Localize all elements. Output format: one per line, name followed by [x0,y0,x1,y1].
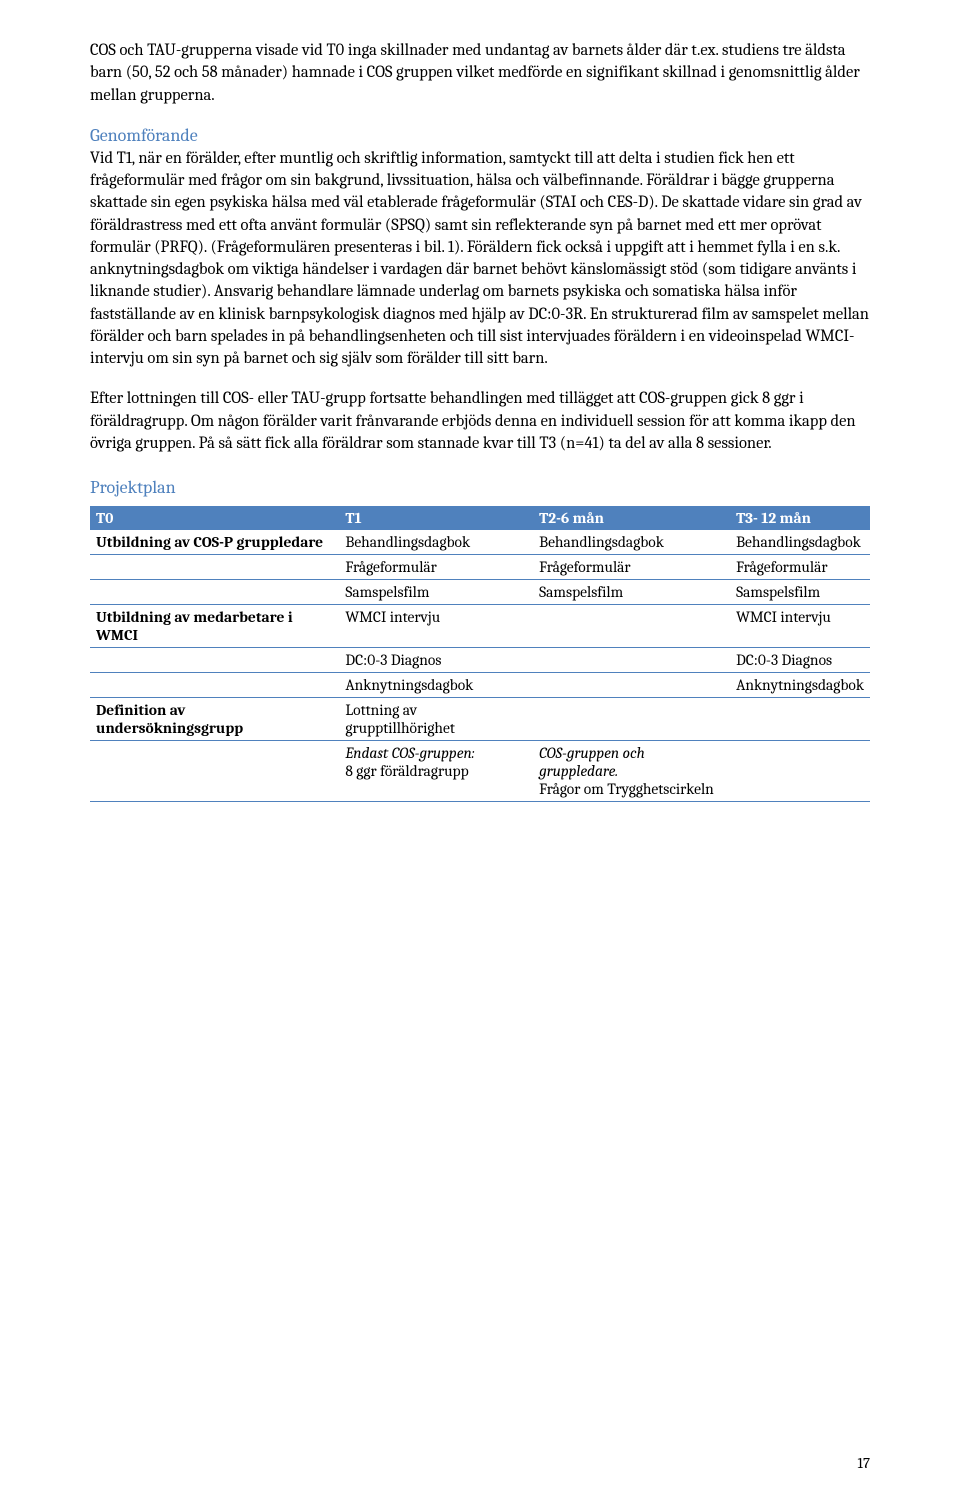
table-cell: Samspelsfilm [339,580,533,605]
table-cell: Samspelsfilm [730,580,870,605]
table-cell: Frågeformulär [730,555,870,580]
table-cell [90,673,339,698]
table-cell: DC:0-3 Diagnos [339,648,533,673]
table-cell: Lottning av grupptillhörighet [339,698,533,741]
table-body: Utbildning av COS-P gruppledare Behandli… [90,530,870,802]
table-row: Anknytningsdagbok Anknytningsdagbok [90,673,870,698]
table-cell: Anknytningsdagbok [730,673,870,698]
table-cell: Utbildning av COS-P gruppledare [90,530,339,555]
table-header-row: T0 T1 T2-6 mån T3- 12 mån [90,506,870,530]
heading-genomforande: Genomförande [90,125,870,146]
table-row: Utbildning av COS-P gruppledare Behandli… [90,530,870,555]
table-cell [90,648,339,673]
table-cell: COS-gruppen och gruppledare. Frågor om T… [533,741,730,802]
cell-italic-text: COS-gruppen och gruppledare. [539,744,645,780]
table-row: Utbildning av medarbetare i WMCI WMCI in… [90,605,870,648]
table-row: Frågeformulär Frågeformulär Frågeformulä… [90,555,870,580]
table-cell [90,741,339,802]
table-cell [533,648,730,673]
table-cell: Samspelsfilm [533,580,730,605]
document-page: COS och TAU-grupperna visade vid T0 inga… [0,0,960,1497]
table-cell: Behandlingsdagbok [533,530,730,555]
table-cell [90,580,339,605]
table-cell [533,605,730,648]
table-cell [533,698,730,741]
cell-text: Frågor om Trygghetscirkeln [539,780,714,798]
cell-text: 8 ggr föräldragrupp [345,762,468,780]
table-cell: Anknytningsdagbok [339,673,533,698]
table-cell: Frågeformulär [533,555,730,580]
page-number: 17 [858,1454,870,1472]
cell-italic-text: Endast COS-gruppen: [345,744,474,762]
table-row: Endast COS-gruppen: 8 ggr föräldragrupp … [90,741,870,802]
genomforande-para-2: Efter lottningen till COS- eller TAU-gru… [90,388,870,455]
table-cell: Behandlingsdagbok [339,530,533,555]
table-row: Definition av undersökningsgrupp Lottnin… [90,698,870,741]
table-cell: Endast COS-gruppen: 8 ggr föräldragrupp [339,741,533,802]
intro-paragraph: COS och TAU-grupperna visade vid T0 inga… [90,40,870,107]
table-cell: DC:0-3 Diagnos [730,648,870,673]
table-cell: WMCI intervju [730,605,870,648]
table-header-cell: T2-6 mån [533,506,730,530]
table-cell: Frågeformulär [339,555,533,580]
table-cell [730,741,870,802]
table-cell: Behandlingsdagbok [730,530,870,555]
table-header-cell: T3- 12 mån [730,506,870,530]
table-header-cell: T0 [90,506,339,530]
table-cell [730,698,870,741]
table-header-cell: T1 [339,506,533,530]
table-cell [90,555,339,580]
table-cell [533,673,730,698]
heading-projektplan: Projektplan [90,477,870,498]
table-cell: Utbildning av medarbetare i WMCI [90,605,339,648]
table-row: DC:0-3 Diagnos DC:0-3 Diagnos [90,648,870,673]
table-cell: Definition av undersökningsgrupp [90,698,339,741]
genomforande-para-1: Vid T1, när en förälder, efter muntlig o… [90,148,870,371]
projektplan-table: T0 T1 T2-6 mån T3- 12 mån Utbildning av … [90,506,870,802]
table-cell: WMCI intervju [339,605,533,648]
table-row: Samspelsfilm Samspelsfilm Samspelsfilm [90,580,870,605]
